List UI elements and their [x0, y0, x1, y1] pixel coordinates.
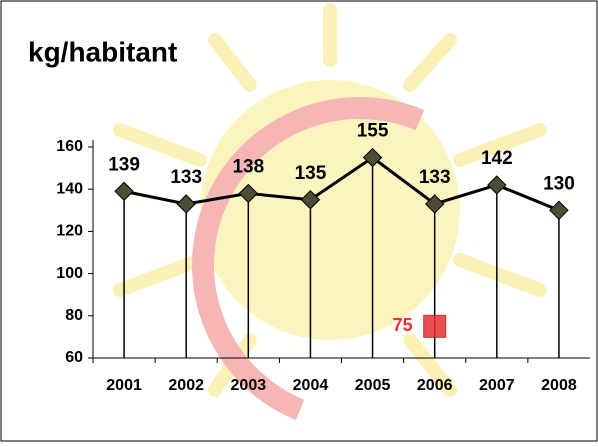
x-tick-label: 2004: [293, 377, 329, 394]
data-marker: [114, 181, 134, 202]
x-tick-label: 2002: [168, 377, 204, 394]
data-label: 135: [295, 163, 327, 184]
data-label: 133: [419, 167, 451, 188]
data-marker: [424, 194, 445, 214]
data-label: 133: [170, 167, 202, 188]
x-tick-label: 2001: [106, 377, 142, 394]
data-marker: [238, 183, 259, 204]
data-label: 138: [232, 156, 264, 177]
data-label: 142: [481, 148, 513, 169]
x-tick-label: 2003: [231, 377, 267, 394]
x-tick-label: 2008: [541, 377, 577, 394]
y-tick-label: 100: [56, 265, 83, 282]
x-tick-label: 2005: [355, 377, 391, 394]
y-tick-label: 160: [56, 138, 83, 155]
data-line: [123, 155, 560, 212]
y-tick-label: 140: [56, 180, 83, 197]
data-marker: [487, 175, 507, 195]
data-marker: [362, 147, 383, 168]
data-marker: [300, 190, 321, 210]
y-tick-label: 80: [65, 307, 83, 324]
data-marker: [176, 194, 196, 214]
data-marker: [423, 314, 447, 338]
data-marker: [549, 200, 569, 221]
data-label: 75: [393, 315, 413, 335]
y-tick-label: 120: [56, 223, 83, 240]
data-label: 130: [543, 173, 575, 194]
x-tick-label: 2007: [479, 377, 515, 394]
data-label: 139: [108, 154, 140, 175]
background-sun: [113, 3, 547, 421]
y-tick-label: 60: [65, 349, 83, 366]
chart-title: kg/habitant: [28, 36, 177, 67]
x-tick-label: 2006: [417, 377, 453, 394]
data-label: 155: [357, 121, 389, 142]
